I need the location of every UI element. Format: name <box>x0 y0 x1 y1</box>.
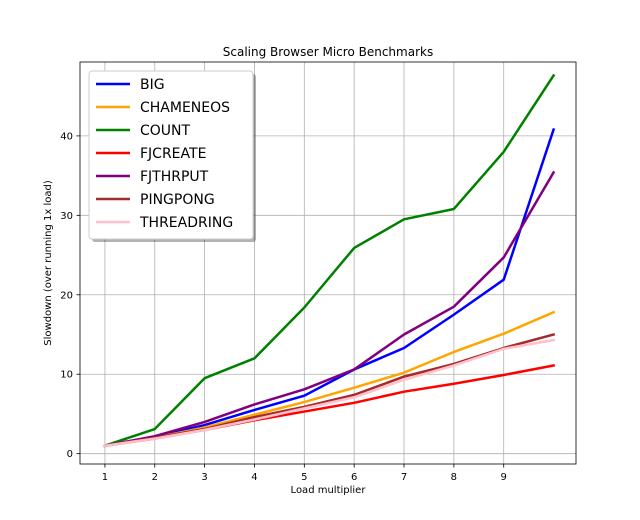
legend: BIG CHAMENEOS COUNT FJCREATE FJTHRPUT PINGPON… <box>88 70 256 242</box>
y-tick-label: 0 <box>67 449 73 460</box>
series-line-big <box>103 127 556 448</box>
legend-label: COUNT <box>140 123 191 139</box>
series-lines <box>103 73 556 448</box>
y-tick-label: 20 <box>60 290 73 301</box>
axis-ticks: 1 2 3 4 5 6 7 8 9 0 10 20 30 40 <box>60 131 507 483</box>
x-axis-label: Load multiplier <box>291 485 367 496</box>
y-tick-label: 30 <box>60 211 73 222</box>
legend-label: CHAMENEOS <box>140 100 230 116</box>
series-line-threadring <box>103 338 556 448</box>
x-tick-label: 5 <box>301 472 307 483</box>
legend-label: BIG <box>140 77 165 93</box>
x-tick-label: 4 <box>251 472 257 483</box>
plot-frame <box>79 61 577 465</box>
x-tick-label: 1 <box>102 472 108 483</box>
legend-box <box>88 70 254 240</box>
legend-label: FJCREATE <box>140 146 206 162</box>
x-tick-label: 8 <box>451 472 457 483</box>
y-axis-label: Slowdown (over running 1x load) <box>43 180 54 346</box>
series-line-fjthrput <box>103 170 556 448</box>
legend-label: PINGPONG <box>140 192 215 208</box>
legend-label: FJTHRPUT <box>140 169 209 185</box>
legend-label: THREADRING <box>139 215 233 231</box>
x-tick-label: 7 <box>401 472 407 483</box>
y-tick-label: 10 <box>60 370 73 381</box>
x-tick-label: 2 <box>152 472 158 483</box>
x-tick-label: 6 <box>351 472 357 483</box>
x-tick-label: 3 <box>201 472 207 483</box>
series-line-count <box>103 73 556 448</box>
chart-title: Scaling Browser Micro Benchmarks <box>223 45 433 59</box>
y-tick-label: 40 <box>60 131 73 142</box>
x-tick-label: 9 <box>501 472 507 483</box>
